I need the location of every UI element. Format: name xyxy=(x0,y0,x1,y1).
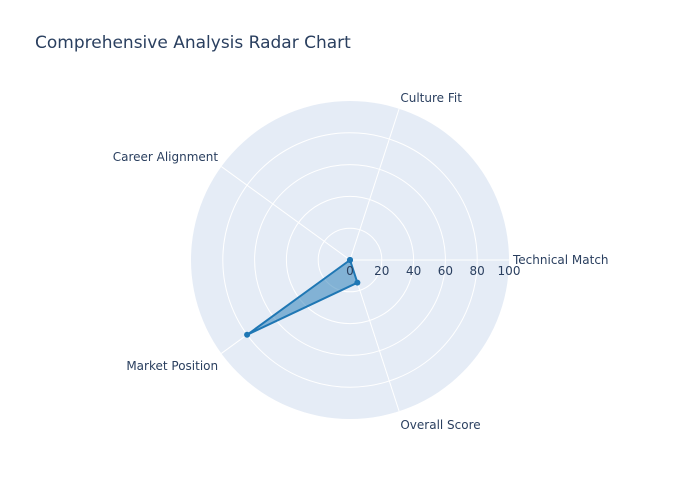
angular-axis-labels: Technical Match Culture Fit Career Alignme… xyxy=(113,91,609,432)
angular-gridline xyxy=(349,108,400,261)
data-point xyxy=(244,331,251,338)
category-label: Overall Score xyxy=(400,418,480,432)
category-label: Career Alignment xyxy=(113,150,219,164)
radial-tick-label: 80 xyxy=(470,264,485,278)
radial-tick-label: 20 xyxy=(374,264,389,278)
data-point xyxy=(354,279,361,286)
series-trace xyxy=(244,257,361,338)
radial-axis-ticks: 0 20 40 60 80 100 xyxy=(346,264,520,278)
radial-tick-label: 60 xyxy=(438,264,453,278)
radial-tick-label: 0 xyxy=(346,264,354,278)
radial-tick-label: 40 xyxy=(406,264,421,278)
series-area xyxy=(246,259,359,336)
category-label: Culture Fit xyxy=(400,91,462,105)
category-label: Market Position xyxy=(126,359,218,373)
data-point xyxy=(347,257,353,263)
radial-tick-label: 100 xyxy=(498,264,521,278)
category-label: Technical Match xyxy=(512,253,609,267)
chart-title: Comprehensive Analysis Radar Chart xyxy=(35,33,351,53)
angular-gridline xyxy=(221,166,351,261)
